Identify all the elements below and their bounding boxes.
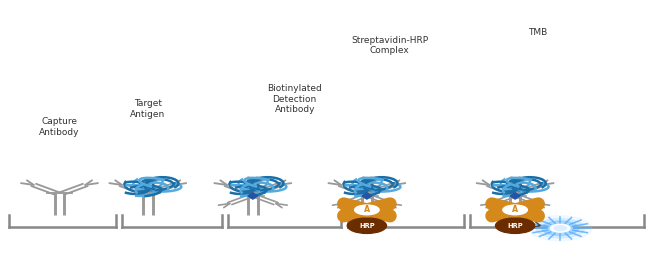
Circle shape xyxy=(554,226,566,231)
Text: Streptavidin-HRP
Complex: Streptavidin-HRP Complex xyxy=(351,36,428,55)
Text: TMB: TMB xyxy=(528,28,547,37)
Text: Biotinylated
Detection
Antibody: Biotinylated Detection Antibody xyxy=(267,84,322,114)
Text: HRP: HRP xyxy=(359,223,374,229)
Polygon shape xyxy=(510,193,520,199)
Polygon shape xyxy=(248,193,257,199)
Circle shape xyxy=(548,223,573,233)
Circle shape xyxy=(551,224,570,232)
Circle shape xyxy=(542,221,578,236)
Circle shape xyxy=(528,216,592,241)
Text: A: A xyxy=(364,205,370,214)
Circle shape xyxy=(355,205,379,215)
Text: HRP: HRP xyxy=(507,223,523,229)
Circle shape xyxy=(347,218,387,233)
Circle shape xyxy=(536,219,585,238)
Text: A: A xyxy=(512,205,518,214)
Text: Target
Antigen: Target Antigen xyxy=(130,100,165,119)
Polygon shape xyxy=(362,193,372,199)
Text: Capture
Antibody: Capture Antibody xyxy=(39,117,80,137)
Circle shape xyxy=(503,205,527,215)
Circle shape xyxy=(495,218,535,233)
